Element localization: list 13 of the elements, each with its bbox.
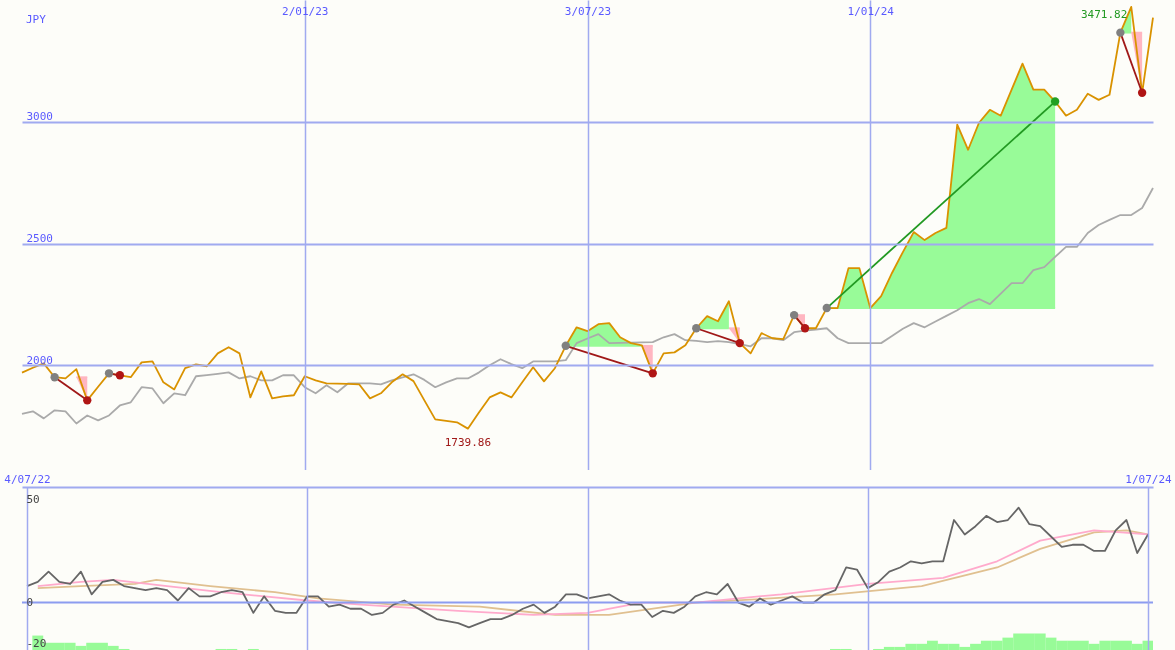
y-tick-label: 2000 bbox=[26, 353, 53, 367]
y-tick-label: 3000 bbox=[26, 110, 53, 124]
y-tick-label: 2500 bbox=[26, 232, 53, 246]
y-tick-label: -20 bbox=[26, 637, 47, 650]
y-axis-title: JPY bbox=[26, 13, 47, 26]
y-tick-label: 50 bbox=[26, 492, 40, 506]
y-tick-label: 0 bbox=[26, 596, 34, 610]
annotation: 1739.86 bbox=[444, 435, 492, 449]
x-tick-label: 1/07/24 bbox=[1125, 472, 1173, 486]
annotation: 3471.82 bbox=[1080, 7, 1128, 21]
x-tick-label: 4/07/22 bbox=[4, 472, 51, 486]
line-series bbox=[26, 506, 1149, 629]
line-series bbox=[36, 529, 1149, 616]
